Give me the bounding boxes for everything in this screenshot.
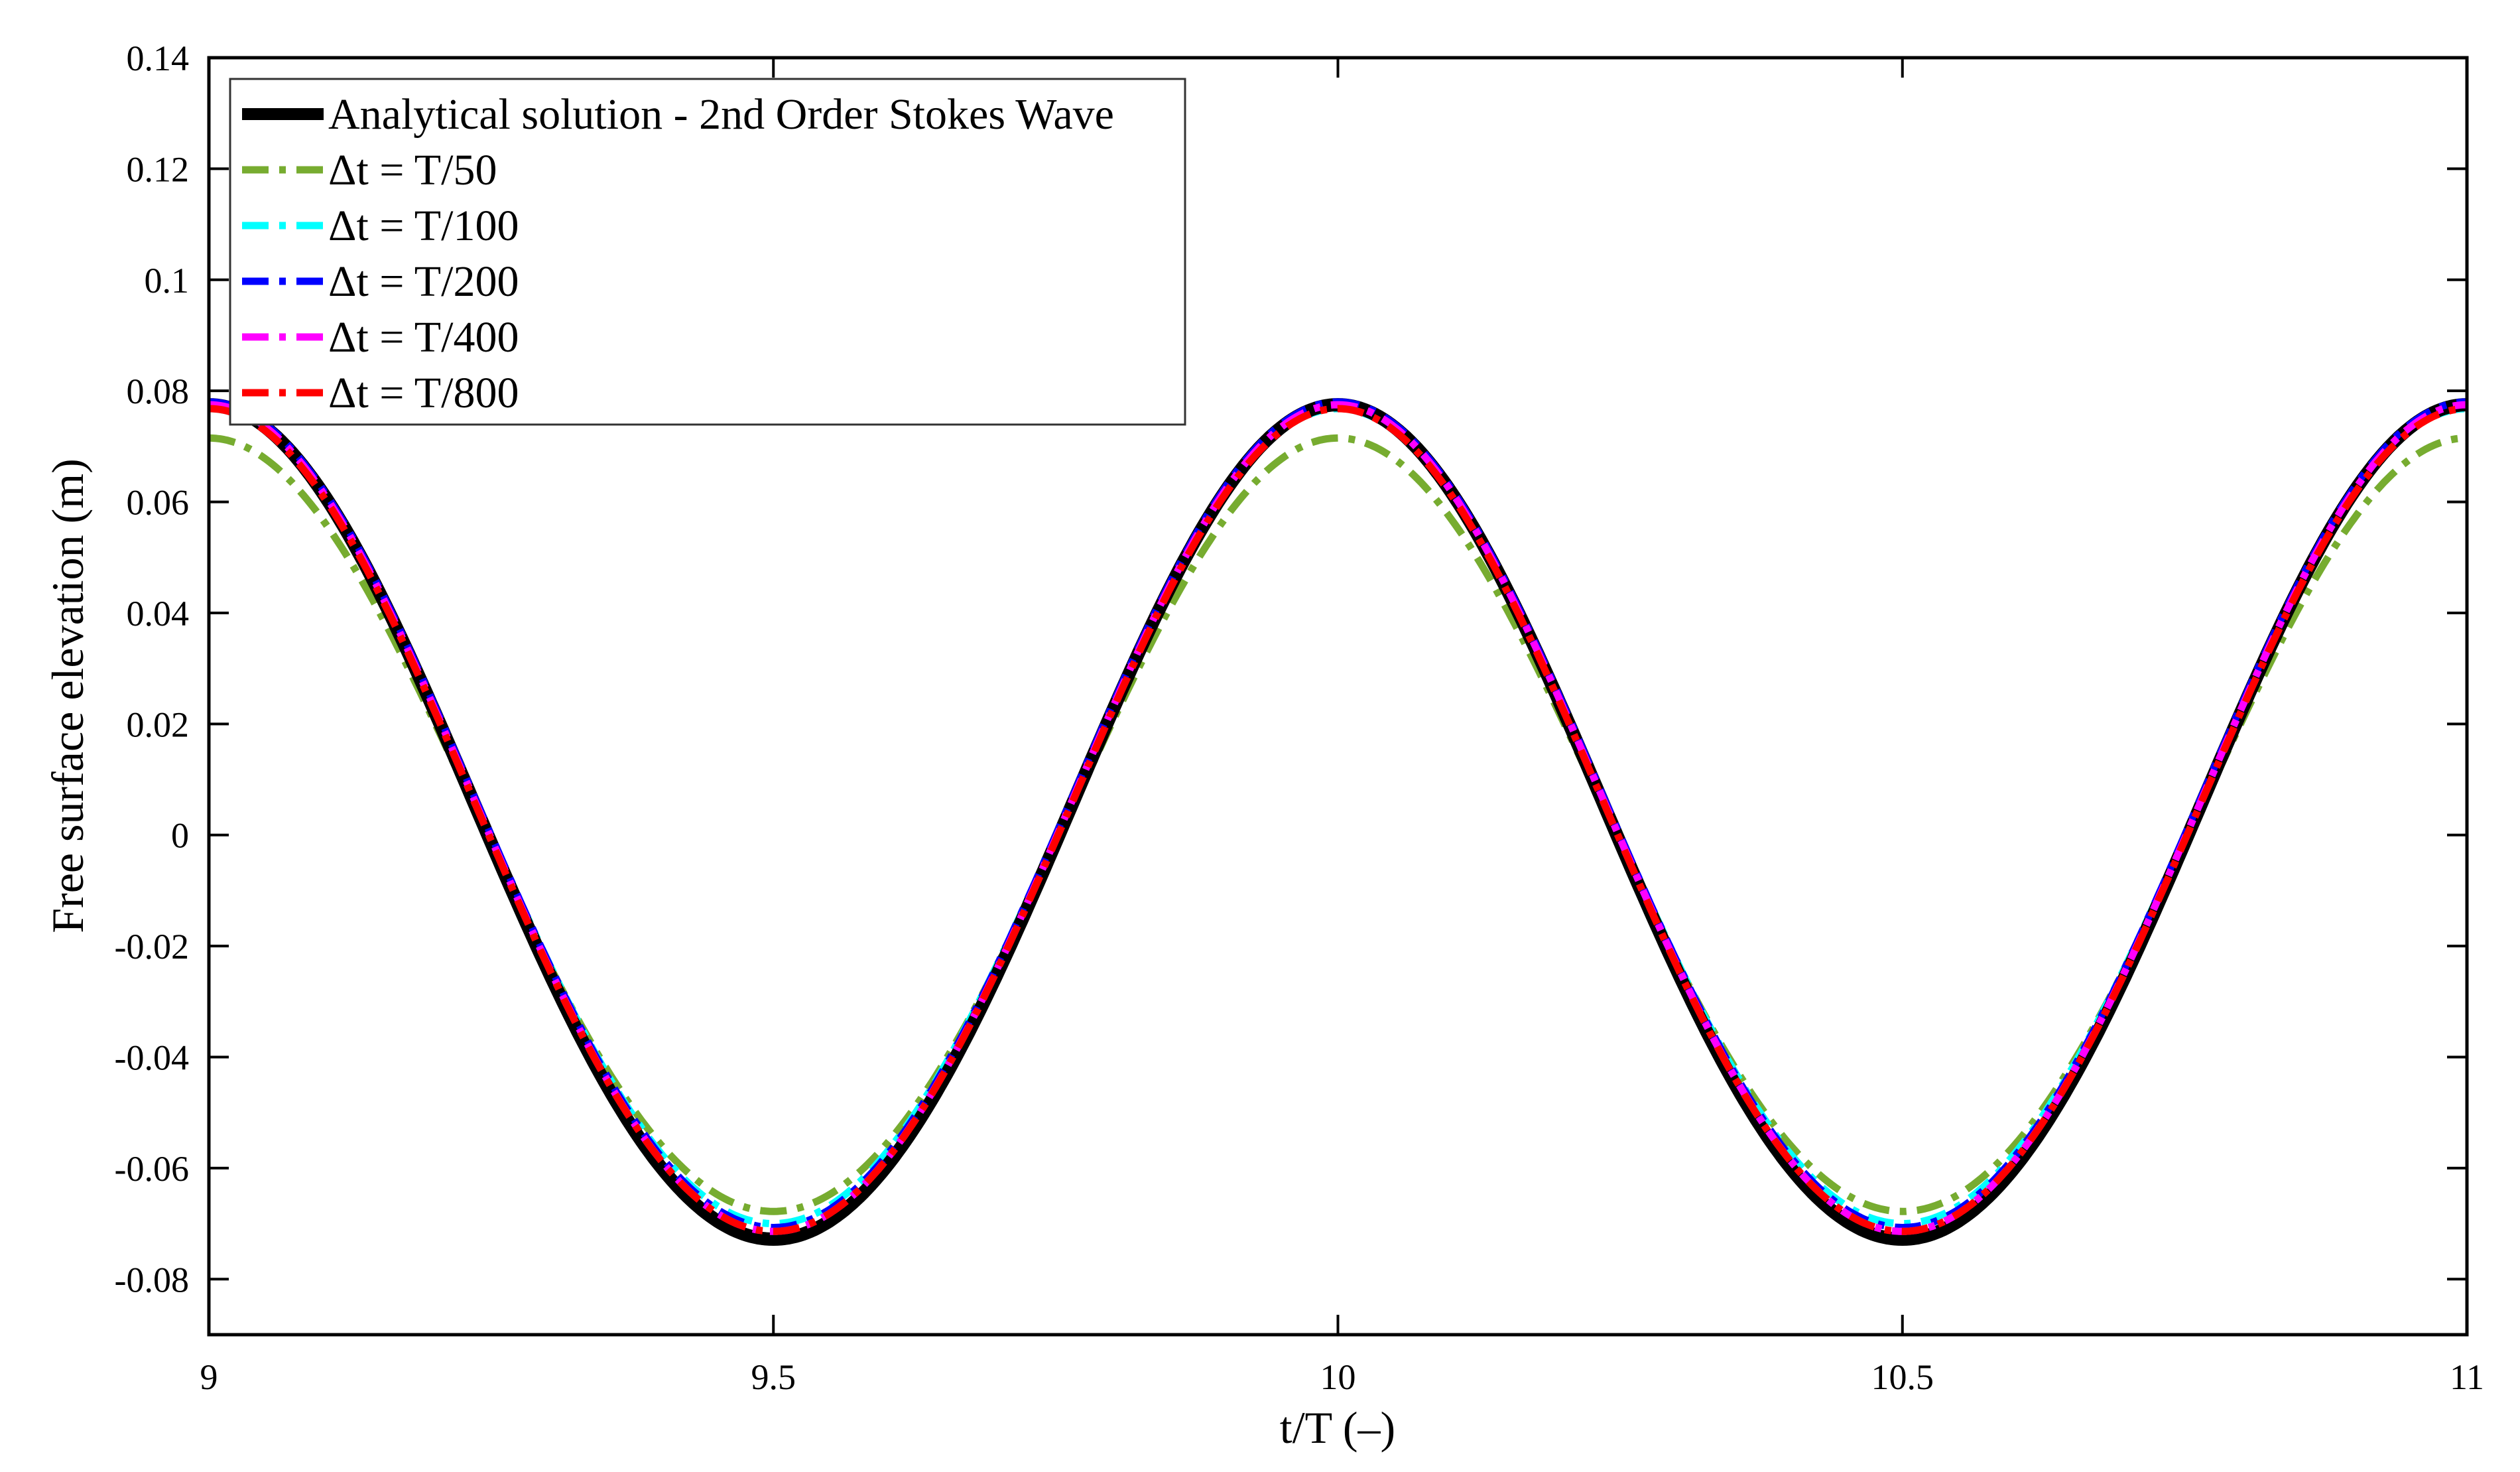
x-tick-label: 9.5 xyxy=(751,1357,796,1397)
series-line-5 xyxy=(208,405,2468,1235)
series-layer xyxy=(206,398,2470,1246)
legend: Analytical solution - 2nd Order Stokes W… xyxy=(229,78,1186,426)
legend-label: Δt = T/400 xyxy=(328,313,519,362)
y-tick-label: 0.14 xyxy=(127,38,190,78)
y-tick-label: 0.1 xyxy=(145,261,190,301)
legend-label: Δt = T/200 xyxy=(328,257,519,306)
y-tick-label: 0 xyxy=(171,816,189,856)
y-tick-label: -0.02 xyxy=(115,927,189,967)
x-tick-label: 11 xyxy=(2450,1357,2484,1397)
legend-label: Δt = T/50 xyxy=(328,146,497,194)
x-tick-label: 10 xyxy=(1320,1357,1356,1397)
legend-label: Δt = T/100 xyxy=(328,202,519,250)
legend-label: Δt = T/800 xyxy=(328,369,519,417)
y-tick-label: -0.04 xyxy=(115,1038,189,1078)
tick-layer: 9 9.5 10 10.5 11 0.14 0.12 0.1 0.08 0.06 0.04 0.02 0… xyxy=(115,38,2484,1397)
y-tick-label: 0.04 xyxy=(127,594,190,634)
y-tick-label: -0.06 xyxy=(115,1149,189,1189)
x-axis-title: t/T (–) xyxy=(1280,1402,1395,1453)
y-axis-title: Free surface elevation (m) xyxy=(42,458,93,933)
legend-label: Analytical solution - 2nd Order Stokes W… xyxy=(328,90,1114,139)
x-tick-label: 10.5 xyxy=(1871,1357,1934,1397)
y-tick-label: 0.06 xyxy=(127,483,190,523)
legend-box xyxy=(229,78,1186,426)
y-tick-label: -0.08 xyxy=(115,1260,189,1300)
y-tick-label: 0.02 xyxy=(127,704,190,744)
y-tick-label: 0.08 xyxy=(127,371,190,411)
y-tick-label: 0.12 xyxy=(127,149,190,189)
x-tick-label: 9 xyxy=(200,1357,218,1397)
